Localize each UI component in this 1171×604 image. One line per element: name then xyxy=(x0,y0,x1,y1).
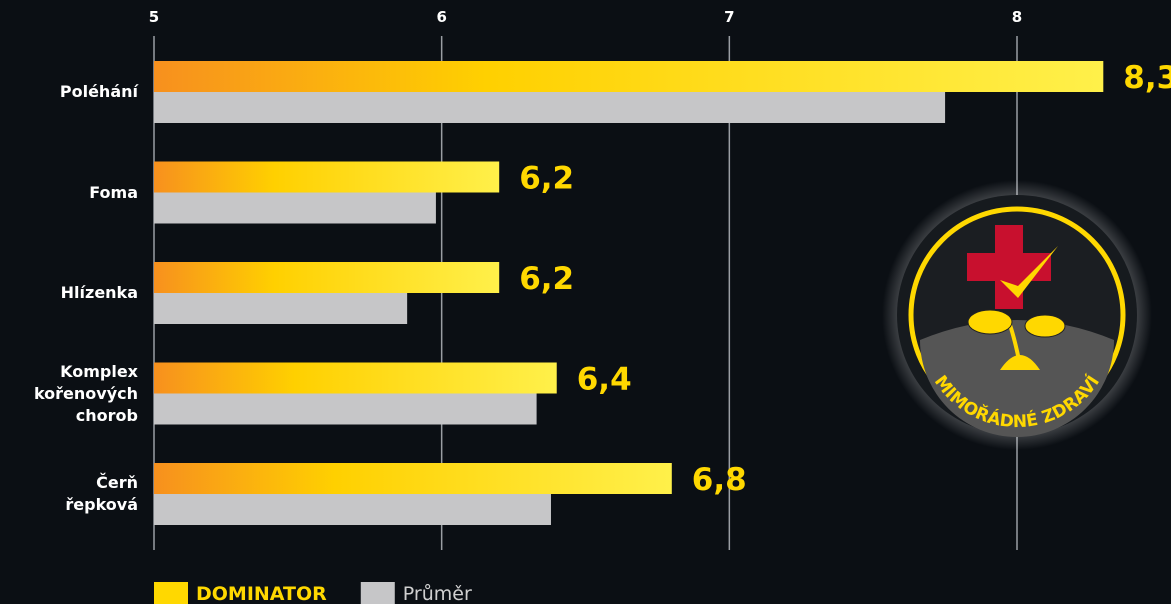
x-tick-label: 5 xyxy=(149,8,159,26)
bar xyxy=(154,262,500,293)
bar xyxy=(154,61,1104,92)
bar xyxy=(154,362,557,394)
badge-check xyxy=(1000,246,1058,298)
bar xyxy=(154,92,946,123)
legend-swatch xyxy=(154,582,188,604)
value-label: 6,8 xyxy=(692,462,747,498)
value-labels: 8,3 6,2 6,2 6,4 6,8 xyxy=(519,60,1171,498)
badge-stem xyxy=(1008,324,1022,366)
category-label: Poléhání xyxy=(59,82,138,101)
legend-label: Průměr xyxy=(403,583,472,604)
badge-leaf xyxy=(967,309,1013,335)
category-label: Komplex kořenových chorob xyxy=(33,361,138,425)
badge-leaf xyxy=(1024,314,1066,338)
x-tick-label: 6 xyxy=(436,8,446,26)
value-label: 6,4 xyxy=(577,362,632,398)
bar xyxy=(154,463,672,494)
bar xyxy=(154,393,537,425)
category-label: Hlízenka xyxy=(60,283,138,302)
legend-swatch xyxy=(360,582,395,604)
bar xyxy=(154,494,551,525)
bar xyxy=(154,293,408,324)
value-label: 8,3 xyxy=(1123,60,1171,96)
bar xyxy=(154,192,436,224)
badge: MIMOŘÁDNÉ ZDRAVÍ xyxy=(882,180,1152,450)
badge-soil xyxy=(920,320,1114,437)
bars xyxy=(154,61,1104,525)
badge-cross xyxy=(967,225,1051,309)
category-label: Čerň řepková xyxy=(65,473,138,514)
value-label: 6,2 xyxy=(519,161,574,197)
category-label: Foma xyxy=(89,182,138,202)
legend: DOMINATOR Průměr xyxy=(154,582,472,604)
x-tick-label: 7 xyxy=(724,8,734,26)
legend-label: DOMINATOR xyxy=(196,583,327,604)
x-tick-label: 8 xyxy=(1012,8,1022,26)
value-label: 6,2 xyxy=(519,261,574,297)
bar xyxy=(154,161,500,193)
